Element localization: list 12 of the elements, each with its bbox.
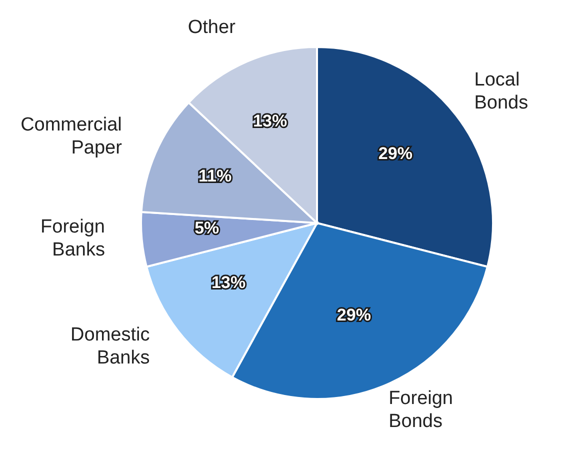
slice-label: Commercial Paper	[20, 114, 123, 158]
data-label: 13%	[253, 112, 288, 131]
slice-label: Foreign Banks	[40, 216, 105, 260]
slice-label: Local Bonds	[474, 69, 528, 114]
data-label: 5%	[194, 218, 220, 238]
slice-label: Other	[188, 16, 236, 38]
data-label: 13%	[212, 273, 246, 292]
slice-label: Domestic Banks	[70, 324, 150, 368]
data-label: 11%	[198, 166, 232, 186]
data-label: 29%	[336, 305, 371, 324]
slice-label: Foreign Bonds	[388, 387, 453, 432]
data-label: 29%	[378, 144, 412, 163]
